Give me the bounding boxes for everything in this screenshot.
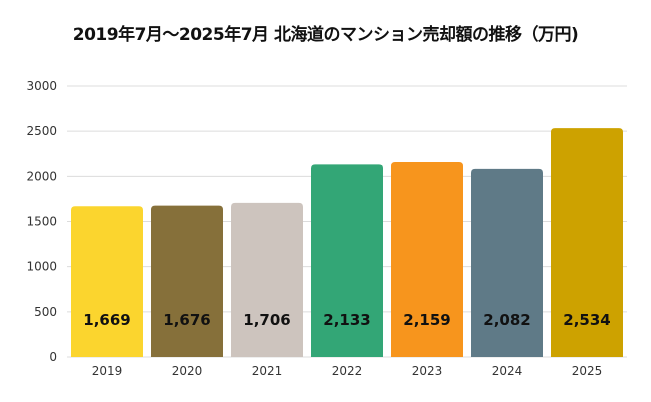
bar-2019 [71,206,143,357]
x-tick-label: 2019 [92,364,123,378]
data-label: 2,082 [483,311,530,329]
bar-2024 [471,168,543,357]
data-label: 2,534 [563,311,610,329]
y-tick-label: 500 [34,305,57,319]
bar-2022 [311,164,383,357]
data-label: 1,676 [163,311,210,329]
x-tick-label: 2020 [172,364,203,378]
bar-2025 [551,128,623,357]
chart-title: 2019年7月〜2025年7月 北海道のマンション売却額の推移（万円) [72,25,579,45]
x-tick-label: 2021 [252,364,283,378]
y-tick-label: 1500 [26,215,57,229]
data-label: 2,133 [323,311,370,329]
bar-2020 [151,205,223,357]
data-label: 1,669 [83,311,130,329]
x-tick-label: 2024 [492,364,523,378]
y-tick-label: 0 [49,350,57,364]
bar-2021 [231,202,303,357]
data-label: 1,706 [243,311,290,329]
x-tick-label: 2023 [412,364,443,378]
y-tick-label: 1000 [26,260,57,274]
bar-2023 [391,161,463,357]
x-tick-label: 2025 [572,364,603,378]
x-tick-label: 2022 [332,364,363,378]
y-tick-label: 2500 [26,124,57,138]
data-label: 2,159 [403,311,450,329]
y-tick-label: 2000 [26,169,57,183]
y-tick-label: 3000 [26,79,57,93]
